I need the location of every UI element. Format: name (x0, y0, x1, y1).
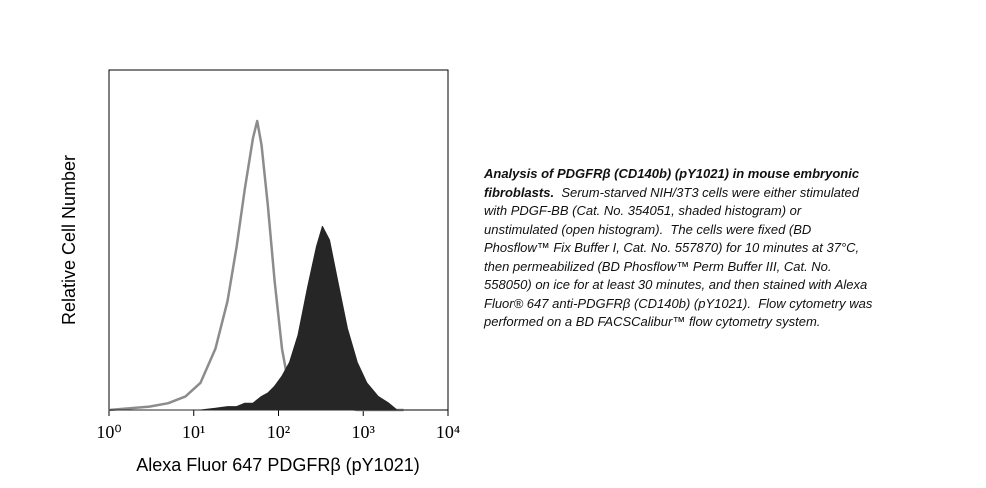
x-tick-label: 10³ (352, 422, 376, 442)
x-tick-label: 10¹ (182, 422, 205, 442)
x-tick-label: 10⁴ (436, 422, 460, 442)
caption-lead: Analysis of PDGFRβ (CD140b) (pY1021) in … (484, 166, 863, 200)
x-tick-label: 10⁰ (96, 422, 121, 442)
shaded-histogram (108, 225, 405, 411)
plot-frame (108, 69, 449, 411)
caption: Analysis of PDGFRβ (CD140b) (pY1021) in … (484, 165, 874, 332)
x-axis-label: Alexa Fluor 647 PDGFRβ (pY1021) (136, 455, 419, 475)
caption-body: Serum-starved NIH/3T3 cells were either … (484, 184, 876, 330)
y-axis-label: Relative Cell Number (59, 155, 79, 325)
x-tick-label: 10² (267, 422, 290, 442)
